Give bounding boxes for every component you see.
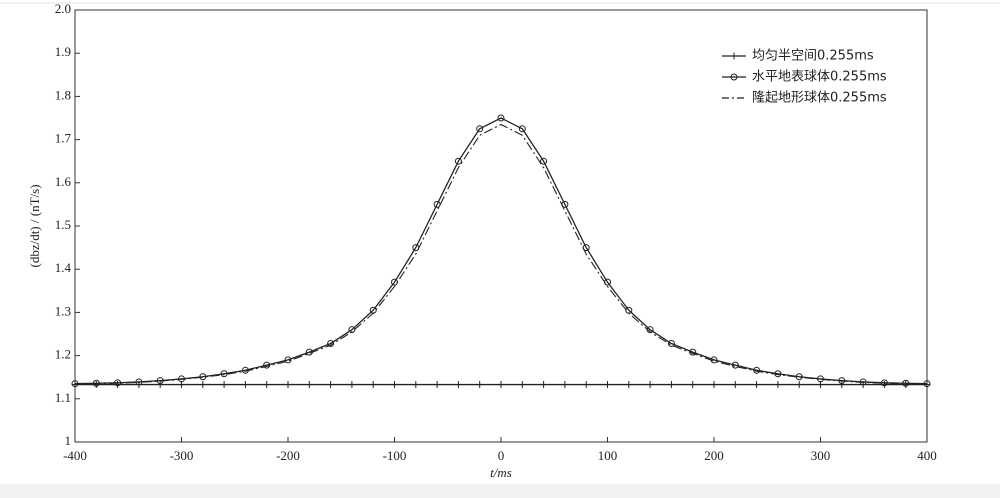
x-tick-label: -100 bbox=[383, 448, 407, 463]
point bbox=[391, 381, 398, 389]
point bbox=[667, 381, 675, 389]
point bbox=[497, 114, 505, 122]
y-axis-label: (dbz/dt) / (nT/s) bbox=[27, 184, 42, 267]
point bbox=[730, 52, 738, 60]
point bbox=[263, 381, 271, 389]
point bbox=[497, 381, 505, 389]
point bbox=[731, 381, 739, 389]
y-tick-label: 1.8 bbox=[55, 87, 71, 102]
x-axis-label: t/ms bbox=[490, 465, 512, 480]
point bbox=[284, 356, 292, 364]
point bbox=[135, 378, 143, 386]
point bbox=[518, 381, 526, 389]
point bbox=[838, 381, 846, 389]
x-tick-label: -200 bbox=[276, 448, 300, 463]
point bbox=[156, 381, 164, 389]
point bbox=[518, 125, 526, 133]
point bbox=[731, 361, 739, 369]
x-tick-label: 200 bbox=[704, 448, 724, 463]
x-tick-label: -400 bbox=[63, 448, 87, 463]
y-tick-label: 1.5 bbox=[55, 217, 71, 232]
x-tick-label: 100 bbox=[598, 448, 618, 463]
y-tick-label: 1.9 bbox=[55, 44, 71, 59]
legend-label: 均匀半空间0.255ms bbox=[752, 49, 874, 64]
point bbox=[369, 381, 377, 389]
point bbox=[433, 381, 441, 389]
bottom-bar bbox=[0, 484, 1000, 498]
point bbox=[625, 381, 633, 389]
y-tick-label: 1.6 bbox=[55, 174, 72, 189]
point bbox=[561, 381, 569, 389]
point bbox=[646, 381, 654, 389]
legend-label: 水平地表球体0.255ms bbox=[752, 70, 887, 85]
point bbox=[540, 157, 548, 165]
legend-label: 隆起地形球体0.255ms bbox=[752, 91, 887, 106]
y-tick-label: 2.0 bbox=[55, 1, 71, 16]
y-tick-label: 1.1 bbox=[55, 390, 71, 405]
y-tick-label: 1.3 bbox=[55, 303, 71, 318]
x-tick-label: 400 bbox=[917, 448, 937, 463]
point bbox=[689, 381, 697, 389]
point bbox=[476, 381, 484, 389]
x-tick-label: 0 bbox=[498, 448, 505, 463]
point bbox=[604, 381, 611, 389]
y-tick-label: 1 bbox=[65, 433, 72, 448]
point bbox=[284, 381, 292, 389]
point bbox=[348, 381, 356, 389]
y-tick-label: 1.2 bbox=[55, 347, 71, 362]
point bbox=[241, 381, 249, 389]
legend: 均匀半空间0.255ms 水平地表球体0.255ms 隆起地形球体0.255ms bbox=[722, 49, 887, 106]
y-tick-label: 1.4 bbox=[55, 260, 72, 275]
point bbox=[327, 381, 335, 389]
series-line bbox=[75, 123, 927, 385]
x-tick-label: 300 bbox=[811, 448, 831, 463]
point bbox=[753, 381, 761, 389]
x-tick-label: -300 bbox=[170, 448, 194, 463]
y-tick-label: 1.7 bbox=[55, 131, 72, 146]
point bbox=[454, 381, 462, 389]
point bbox=[730, 73, 738, 81]
point bbox=[263, 361, 271, 369]
point bbox=[667, 340, 675, 348]
point bbox=[220, 381, 228, 389]
point bbox=[774, 381, 782, 389]
point bbox=[582, 381, 590, 389]
point bbox=[199, 381, 207, 389]
point bbox=[710, 381, 718, 389]
point bbox=[220, 370, 228, 378]
series-line bbox=[74, 117, 928, 385]
point bbox=[795, 381, 803, 389]
point bbox=[753, 366, 761, 374]
point bbox=[540, 381, 548, 389]
point bbox=[305, 381, 313, 389]
point bbox=[476, 125, 484, 133]
point bbox=[412, 381, 420, 389]
point bbox=[454, 157, 462, 165]
